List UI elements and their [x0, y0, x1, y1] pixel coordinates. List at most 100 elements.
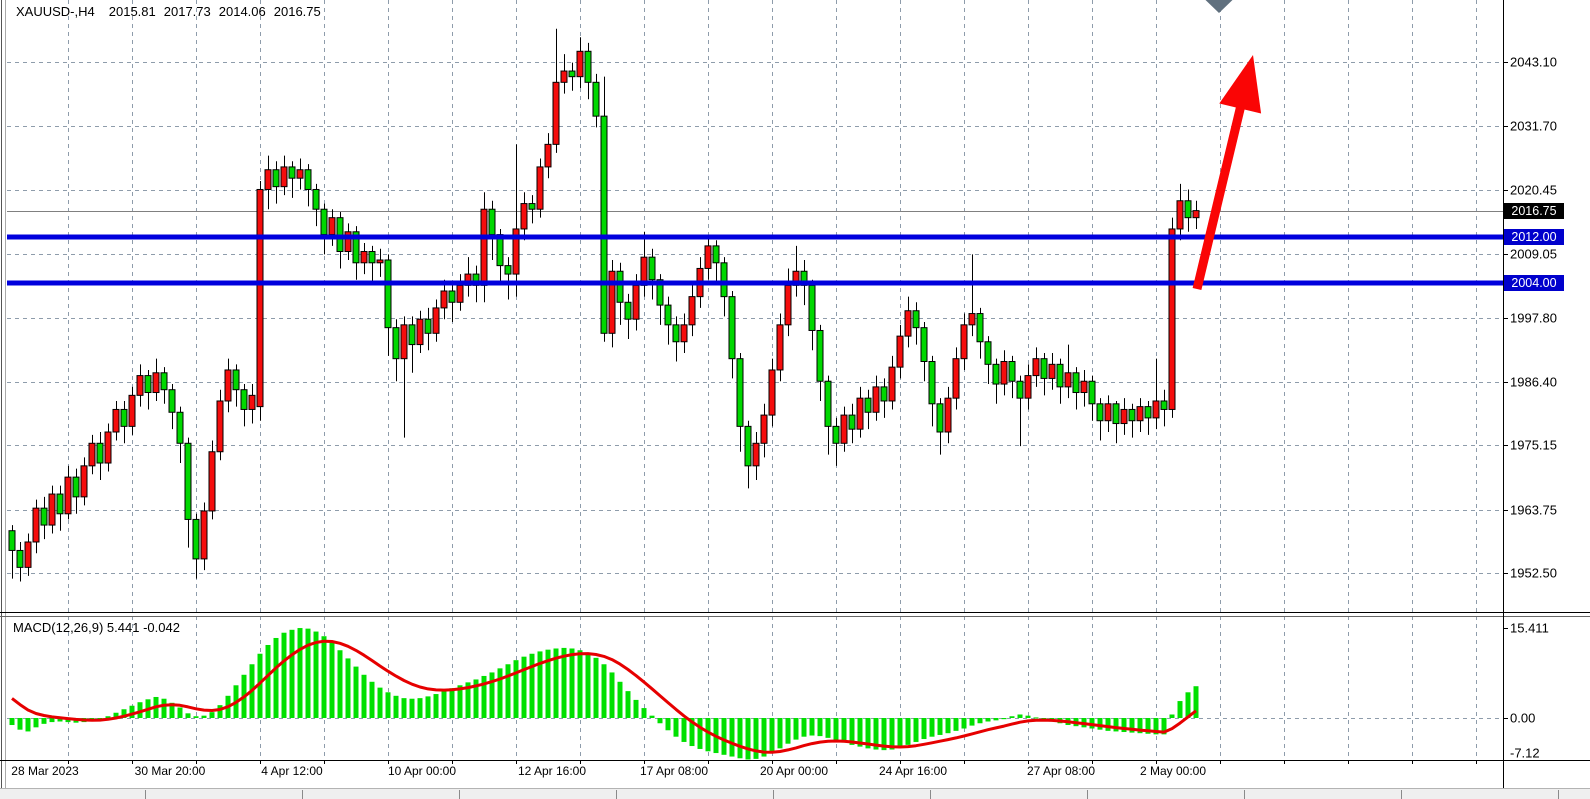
candle: [832, 417, 840, 466]
candle: [160, 367, 168, 404]
candle: [232, 364, 240, 407]
scrollbar-tick: [616, 790, 617, 799]
macd-indicator-label: MACD(12,26,9) 5.441 -0.042: [13, 620, 180, 635]
candle: [528, 195, 536, 224]
horizontal-scrollbar[interactable]: [0, 788, 1590, 799]
candle: [1072, 367, 1080, 410]
candle: [304, 164, 312, 207]
candle: [720, 257, 728, 317]
candle: [784, 268, 792, 337]
scrollbar-tick: [1244, 790, 1245, 799]
candle: [88, 434, 96, 475]
candle: [760, 403, 768, 458]
candle: [1016, 375, 1024, 447]
candle: [648, 248, 656, 300]
candle: [80, 457, 88, 506]
candle: [1176, 183, 1184, 241]
close-readout: 2016.75: [273, 4, 321, 19]
time-axis-label: 30 Mar 20:00: [134, 764, 206, 778]
candle: [968, 254, 976, 337]
candle: [1048, 353, 1056, 390]
candle: [880, 378, 888, 418]
candle: [664, 296, 672, 345]
candle: [816, 324, 824, 401]
candle: [488, 200, 496, 260]
candle: [168, 384, 176, 430]
candle: [128, 386, 136, 435]
candle: [248, 384, 256, 424]
scrollbar-tick: [1401, 790, 1402, 799]
candle: [216, 389, 224, 461]
candle: [888, 355, 896, 410]
candle: [200, 502, 208, 571]
candle: [920, 322, 928, 382]
candle: [264, 155, 272, 210]
low-readout: 2014.06: [218, 4, 266, 19]
candle: [1112, 400, 1120, 444]
candle: [440, 279, 448, 320]
candle: [456, 274, 464, 311]
candle: [608, 259, 616, 348]
candle: [224, 358, 232, 413]
scrollbar-tick: [930, 790, 931, 799]
time-axis-label: 4 Apr 12:00: [261, 764, 323, 778]
candle: [848, 403, 856, 444]
time-axis[interactable]: 28 Mar 2023 30 Mar 20:00 4 Apr 12:00 10 Apr…: [0, 763, 1590, 781]
candle: [1104, 395, 1112, 433]
candle: [872, 375, 880, 421]
candle: [1064, 344, 1072, 399]
candle: [904, 296, 912, 348]
candle: [952, 347, 960, 410]
candle: [896, 324, 904, 379]
price-axis-label: 1986.40: [1510, 374, 1557, 390]
candle: [1128, 403, 1136, 438]
time-axis-label: 24 Apr 16:00: [878, 764, 948, 778]
price-axis-label: 2009.05: [1510, 246, 1557, 262]
chart-title: XAUUSD-,H4 2015.81 2017.73 2014.06 2016.75: [16, 4, 329, 19]
candle: [960, 313, 968, 370]
candle: [136, 364, 144, 407]
candle: [376, 248, 384, 277]
candle: [368, 245, 376, 283]
candle: [728, 290, 736, 379]
candle: [296, 158, 304, 190]
price-axis-label: 1975.15: [1510, 437, 1557, 453]
scrollbar-tick: [302, 790, 303, 799]
candle: [944, 386, 952, 444]
candle: [1192, 200, 1200, 229]
candle: [1032, 347, 1040, 387]
candle: [984, 336, 992, 385]
candle: [144, 369, 152, 410]
price-marker-triangle-icon[interactable]: [1205, 0, 1233, 13]
candle: [320, 203, 328, 255]
candle: [96, 432, 104, 480]
candle: [16, 541, 24, 582]
trend-arrow[interactable]: [1192, 55, 1262, 291]
candle: [640, 231, 648, 297]
candles-layer: [8, 28, 1200, 582]
candle: [912, 302, 920, 345]
high-readout: 2017.73: [163, 4, 211, 19]
candle: [592, 73, 600, 128]
candle: [288, 161, 296, 198]
candle: [432, 299, 440, 342]
candle: [256, 181, 264, 421]
price-axis-label: 1997.80: [1510, 310, 1557, 325]
candle: [1040, 353, 1048, 396]
candle: [56, 485, 64, 531]
time-axis-label: 20 Apr 00:00: [759, 764, 829, 778]
candle: [752, 432, 760, 480]
price-axis-label: 1963.75: [1510, 502, 1557, 518]
candle: [688, 285, 696, 337]
macd-axis-label: 0.00: [1510, 710, 1536, 726]
scrollbar-tick: [1558, 790, 1559, 799]
candle: [64, 465, 72, 520]
candle: [736, 353, 744, 452]
candle: [744, 420, 752, 489]
candle: [1024, 364, 1032, 410]
candle: [72, 468, 80, 514]
candle: [1120, 398, 1128, 435]
candle: [392, 319, 400, 382]
